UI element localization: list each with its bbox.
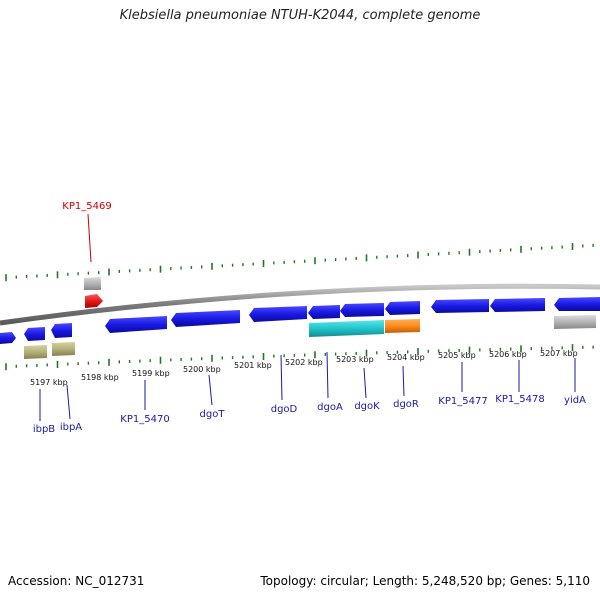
gene-arrow[interactable] [24,327,45,341]
gene-label-dgoK[interactable]: dgoK [354,401,380,412]
gene-arrow[interactable] [554,297,600,311]
accession-text: Accession: NC_012731 [8,574,145,588]
scale-label: 5198 kbp [81,373,119,382]
genome-backbone [0,283,600,326]
scale-label: 5207 kbp [540,349,578,358]
scale-label: 5205 kbp [438,351,476,360]
gene-arrow[interactable] [308,305,340,319]
scale-label: 5206 kbp [489,350,527,359]
gene-label-yidA[interactable]: yidA [564,395,586,406]
gene-label-dgoD[interactable]: dgoD [271,404,298,415]
gene-KP1_5469-box[interactable] [84,277,101,290]
gene-ibpB-box[interactable] [24,345,47,359]
gene-label-ibpA[interactable]: ibpA [60,422,82,433]
upper-tick-track [5,243,594,282]
map-title: Klebsiella pneumoniae NTUH-K2044, comple… [119,8,481,23]
gene-KP1_5469-arrow[interactable] [85,294,103,308]
scale-label: 5199 kbp [132,369,170,378]
lower-tick-track [5,344,594,371]
gene-label-ibpB[interactable]: ibpB [33,424,55,435]
gene-label-dgoR[interactable]: dgoR [393,399,419,410]
gene-ibpA-box[interactable] [52,342,75,356]
gene-arrow[interactable] [490,298,545,312]
scale-label: 5204 kbp [387,353,425,362]
gene-label-KP1_5469[interactable]: KP1_5469 [62,201,111,212]
scale-labels: 5197 kbp 5198 kbp 5199 kbp 5200 kbp 5201… [30,349,578,387]
gene-arrow[interactable] [385,301,420,315]
gene-label-KP1_5470[interactable]: KP1_5470 [120,414,169,425]
scale-label: 5197 kbp [30,378,68,387]
gene-label-dgoT[interactable]: dgoT [200,409,226,420]
gene-arrow[interactable] [51,323,72,338]
gene-arrow[interactable] [431,299,489,313]
gene-arrow[interactable] [105,316,167,333]
gene-label-KP1_5477[interactable]: KP1_5477 [438,396,487,407]
summary-text: Topology: circular; Length: 5,248,520 bp… [260,574,590,588]
scale-label: 5202 kbp [285,358,323,367]
leader-lines [39,213,576,421]
gene-label-KP1_5478[interactable]: KP1_5478 [495,394,544,405]
gene-arrow[interactable] [0,332,16,344]
gene-arrow[interactable] [171,310,240,327]
gene-label-dgoA[interactable]: dgoA [317,402,343,413]
gene-yidA-box[interactable] [554,315,596,329]
gene-labels: KP1_5469 ibpB ibpA KP1_5470 dgoT dgoD dg… [33,201,586,435]
gene-arrow[interactable] [340,303,384,317]
gene-dgoA-box[interactable] [309,320,384,337]
scale-label: 5201 kbp [234,361,272,370]
scale-label: 5203 kbp [336,355,374,364]
gene-dgoR-box[interactable] [385,319,420,333]
gene-arrow[interactable] [249,306,307,322]
scale-label: 5200 kbp [183,365,221,374]
gene-track [0,277,600,359]
